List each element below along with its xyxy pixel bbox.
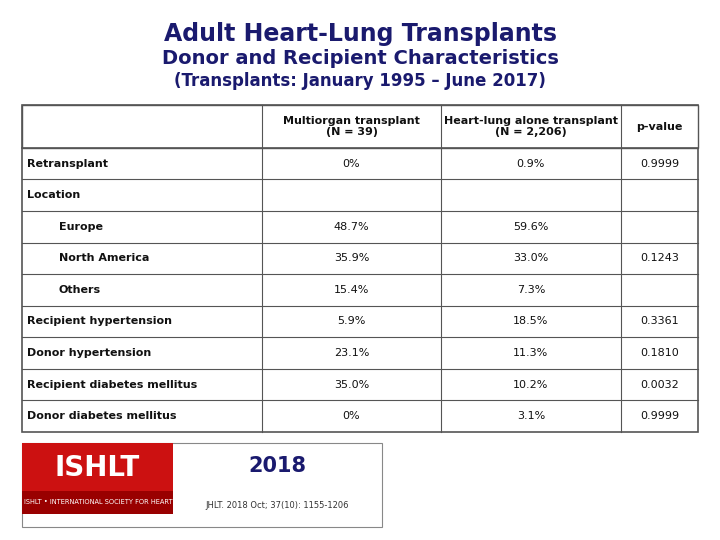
Bar	[22, 491, 173, 514]
Text: ISHLT: ISHLT	[55, 454, 140, 482]
Text: Adult Heart-Lung Transplants: Adult Heart-Lung Transplants	[163, 22, 557, 45]
Text: Donor hypertension: Donor hypertension	[27, 348, 151, 358]
Text: (Transplants: January 1995 – June 2017): (Transplants: January 1995 – June 2017)	[174, 72, 546, 90]
Text: 7.3%: 7.3%	[517, 285, 545, 295]
Point	[437, 102, 446, 109]
Text: 10.2%: 10.2%	[513, 380, 549, 390]
Text: Recipient hypertension: Recipient hypertension	[27, 316, 172, 327]
Text: 0.9%: 0.9%	[517, 159, 545, 168]
Point	[258, 429, 266, 435]
Bar	[22, 443, 382, 526]
Text: 0.9999: 0.9999	[640, 159, 679, 168]
Text: 0.3361: 0.3361	[640, 316, 679, 327]
Point	[258, 102, 266, 109]
Text: 23.1%: 23.1%	[334, 348, 369, 358]
Text: 35.0%: 35.0%	[334, 380, 369, 390]
Point	[437, 429, 446, 435]
Text: 35.9%: 35.9%	[334, 253, 369, 264]
Text: 0.0032: 0.0032	[640, 380, 679, 390]
Text: 33.0%: 33.0%	[513, 253, 549, 264]
Text: 0.9999: 0.9999	[640, 411, 679, 421]
Text: 48.7%: 48.7%	[334, 222, 369, 232]
Point	[616, 102, 625, 109]
Point	[616, 429, 625, 435]
Text: Donor diabetes mellitus: Donor diabetes mellitus	[27, 411, 176, 421]
Text: 0.1243: 0.1243	[640, 253, 679, 264]
Text: Location: Location	[27, 190, 80, 200]
Text: Recipient diabetes mellitus: Recipient diabetes mellitus	[27, 380, 197, 390]
Text: Multiorgan transplant
(N = 39): Multiorgan transplant (N = 39)	[283, 116, 420, 137]
Text: 15.4%: 15.4%	[334, 285, 369, 295]
Text: 2018: 2018	[248, 456, 306, 476]
Text: Donor and Recipient Characteristics: Donor and Recipient Characteristics	[161, 49, 559, 68]
Text: 18.5%: 18.5%	[513, 316, 549, 327]
Text: North America: North America	[59, 253, 149, 264]
Text: 11.3%: 11.3%	[513, 348, 549, 358]
Text: 0.1810: 0.1810	[640, 348, 679, 358]
Text: ISHLT • INTERNATIONAL SOCIETY FOR HEART AND LUNG TRANSPLANTATION: ISHLT • INTERNATIONAL SOCIETY FOR HEART …	[24, 500, 274, 505]
Text: p-value: p-value	[636, 122, 683, 132]
Bar	[22, 443, 173, 491]
Text: 3.1%: 3.1%	[517, 411, 545, 421]
Text: Retransplant: Retransplant	[27, 159, 108, 168]
Text: 0%: 0%	[343, 159, 360, 168]
Text: Heart-lung alone transplant
(N = 2,206): Heart-lung alone transplant (N = 2,206)	[444, 116, 618, 137]
Text: 59.6%: 59.6%	[513, 222, 549, 232]
Text: Europe: Europe	[59, 222, 103, 232]
Text: Others: Others	[59, 285, 101, 295]
Text: JHLT. 2018 Oct; 37(10): 1155-1206: JHLT. 2018 Oct; 37(10): 1155-1206	[205, 501, 349, 510]
Text: 0%: 0%	[343, 411, 360, 421]
Bar	[22, 105, 698, 148]
Bar	[22, 105, 698, 432]
Text: 5.9%: 5.9%	[338, 316, 366, 327]
